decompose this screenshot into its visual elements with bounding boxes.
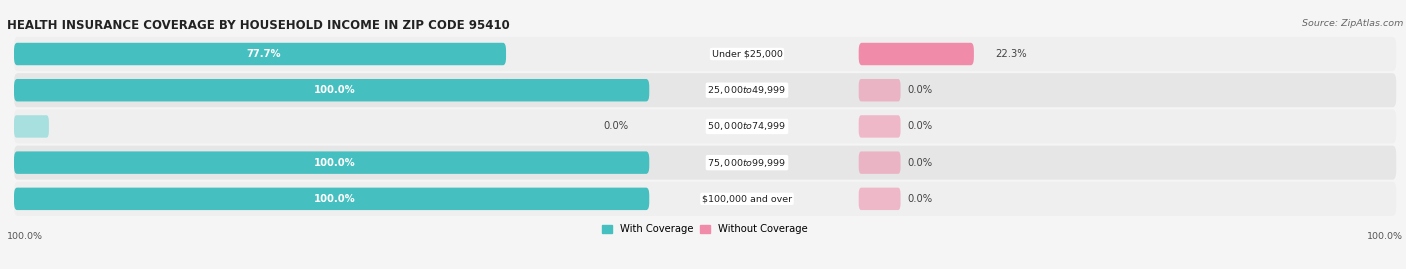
- Text: 22.3%: 22.3%: [995, 49, 1026, 59]
- FancyBboxPatch shape: [14, 146, 1396, 180]
- FancyBboxPatch shape: [14, 109, 1396, 143]
- Text: 100.0%: 100.0%: [7, 232, 44, 241]
- FancyBboxPatch shape: [14, 79, 650, 101]
- Text: HEALTH INSURANCE COVERAGE BY HOUSEHOLD INCOME IN ZIP CODE 95410: HEALTH INSURANCE COVERAGE BY HOUSEHOLD I…: [7, 19, 510, 32]
- Text: 100.0%: 100.0%: [1367, 232, 1403, 241]
- FancyBboxPatch shape: [859, 79, 901, 101]
- FancyBboxPatch shape: [14, 43, 506, 65]
- FancyBboxPatch shape: [14, 73, 1396, 107]
- Text: 77.7%: 77.7%: [246, 49, 281, 59]
- FancyBboxPatch shape: [859, 43, 974, 65]
- FancyBboxPatch shape: [14, 188, 650, 210]
- Text: 0.0%: 0.0%: [907, 158, 932, 168]
- Text: Source: ZipAtlas.com: Source: ZipAtlas.com: [1302, 19, 1403, 28]
- Text: $50,000 to $74,999: $50,000 to $74,999: [707, 121, 786, 132]
- FancyBboxPatch shape: [859, 151, 901, 174]
- Legend: With Coverage, Without Coverage: With Coverage, Without Coverage: [599, 220, 811, 238]
- Text: 100.0%: 100.0%: [315, 158, 356, 168]
- Text: $25,000 to $49,999: $25,000 to $49,999: [707, 84, 786, 96]
- FancyBboxPatch shape: [14, 37, 1396, 71]
- FancyBboxPatch shape: [14, 182, 1396, 216]
- Text: 0.0%: 0.0%: [907, 194, 932, 204]
- Text: 100.0%: 100.0%: [315, 85, 356, 95]
- Text: $75,000 to $99,999: $75,000 to $99,999: [707, 157, 786, 169]
- Text: 0.0%: 0.0%: [907, 121, 932, 132]
- FancyBboxPatch shape: [859, 188, 901, 210]
- Text: 0.0%: 0.0%: [603, 121, 628, 132]
- Text: 100.0%: 100.0%: [315, 194, 356, 204]
- FancyBboxPatch shape: [14, 151, 650, 174]
- Text: $100,000 and over: $100,000 and over: [702, 194, 792, 203]
- FancyBboxPatch shape: [14, 115, 49, 138]
- FancyBboxPatch shape: [859, 115, 901, 138]
- Text: Under $25,000: Under $25,000: [711, 49, 782, 58]
- Text: 0.0%: 0.0%: [907, 85, 932, 95]
